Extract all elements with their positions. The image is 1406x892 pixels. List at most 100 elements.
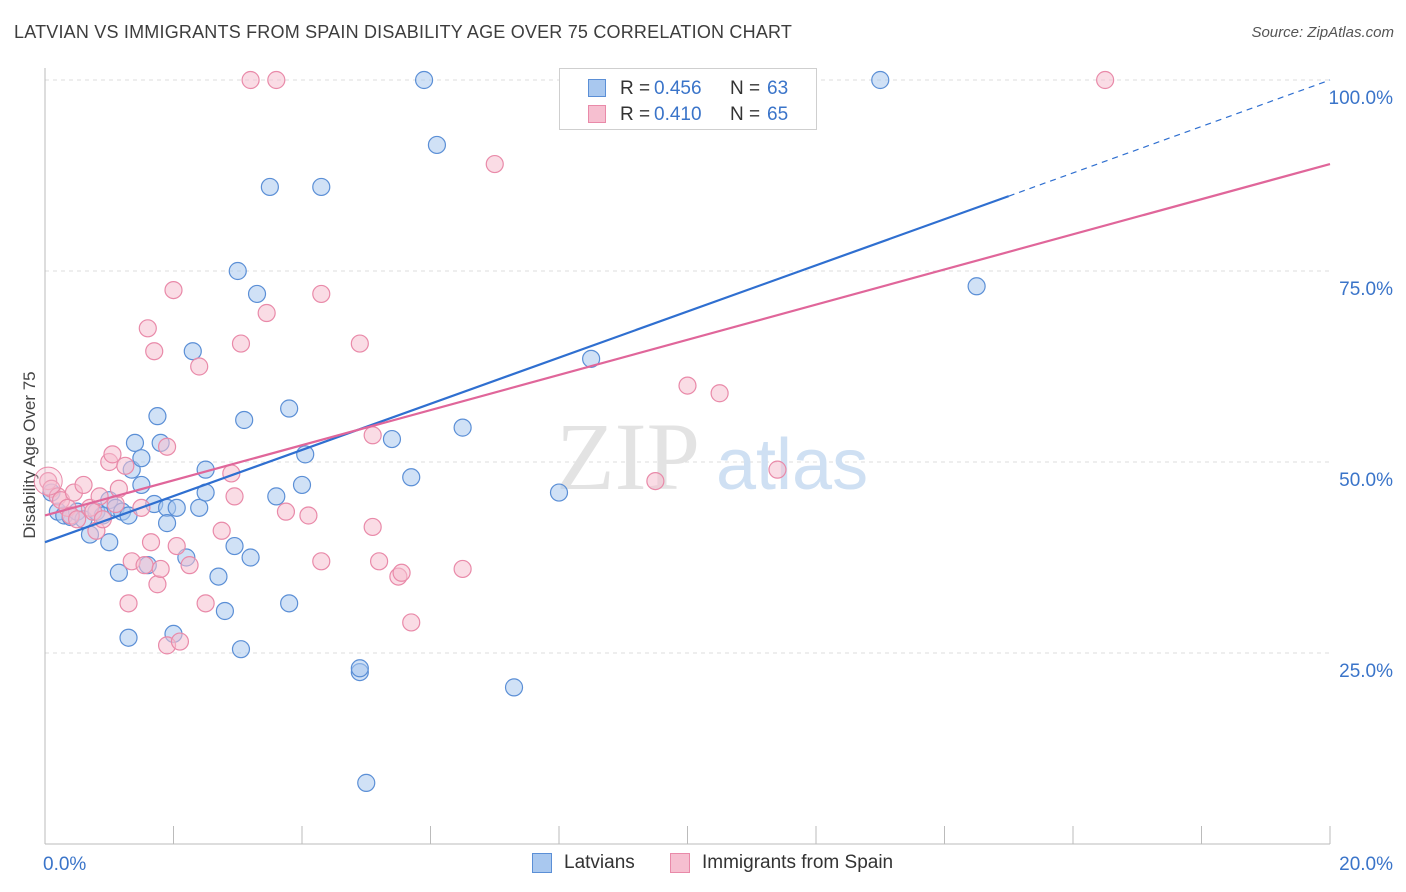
correlation-legend: R = 0.456 N = 63 R = 0.410 N = 65 bbox=[559, 68, 817, 130]
latvian-point bbox=[157, 514, 177, 533]
spain-point bbox=[453, 559, 472, 579]
spain-point bbox=[312, 552, 331, 571]
legend-label-spain: Immigrants from Spain bbox=[702, 852, 894, 873]
y-tick-label: 100.0% bbox=[1329, 88, 1394, 109]
tick-label-layer: 25.0% 50.0% 75.0% 100.0% 0.0% 20.0% bbox=[43, 88, 1393, 875]
spain-point bbox=[299, 506, 318, 525]
spain-point bbox=[768, 460, 787, 479]
spain-point bbox=[392, 563, 411, 582]
latvian-point bbox=[247, 284, 267, 304]
spain-point bbox=[68, 510, 87, 529]
spain-point bbox=[363, 426, 382, 445]
latvian-point bbox=[871, 70, 890, 90]
latvian-point bbox=[402, 468, 421, 487]
grid-layer bbox=[45, 79, 1330, 654]
legend-row-latvians: R = 0.456 N = 63 bbox=[560, 75, 816, 101]
latvian-trend-line bbox=[44, 195, 1010, 544]
latvian-point bbox=[100, 533, 119, 552]
latvian-point bbox=[350, 659, 369, 678]
watermark-atlas: atlas bbox=[716, 425, 868, 505]
latvian-point bbox=[215, 601, 234, 621]
latvian-point bbox=[382, 429, 402, 449]
latvian-point bbox=[504, 678, 524, 697]
spain-point bbox=[190, 357, 209, 376]
spain-point bbox=[225, 487, 244, 506]
latvian-point bbox=[231, 640, 251, 659]
spain-point bbox=[312, 284, 331, 304]
latvian-point bbox=[582, 349, 601, 368]
spain-point bbox=[196, 594, 215, 613]
spain-point bbox=[145, 342, 164, 361]
spain-point bbox=[710, 384, 729, 403]
spain-point bbox=[141, 533, 161, 552]
spain-point bbox=[267, 70, 286, 90]
x-tick-label: 0.0% bbox=[43, 854, 86, 875]
legend-n-label: N = bbox=[730, 104, 761, 125]
latvian-point bbox=[167, 498, 186, 517]
latvian-point bbox=[109, 563, 128, 582]
latvian-point bbox=[125, 433, 145, 452]
spain-point bbox=[257, 303, 276, 323]
chart-title: LATVIAN VS IMMIGRANTS FROM SPAIN DISABIL… bbox=[14, 22, 793, 42]
latvian-point bbox=[280, 399, 299, 418]
legend-label-latvians: Latvians bbox=[564, 852, 635, 873]
legend-r-label: R = bbox=[620, 78, 651, 99]
spain-point bbox=[370, 552, 389, 571]
spain-point bbox=[103, 445, 122, 464]
watermark-zip: ZIP bbox=[556, 403, 700, 510]
legend-n-label: N = bbox=[730, 78, 761, 99]
latvian-point bbox=[148, 407, 167, 426]
latvian-point bbox=[190, 498, 209, 517]
legend-r-value: 0.456 bbox=[654, 78, 702, 99]
legend-swatch-pink bbox=[670, 853, 690, 873]
spain-point bbox=[135, 556, 154, 575]
spain-point bbox=[157, 437, 177, 456]
spain-point bbox=[363, 517, 382, 537]
latvian-point bbox=[414, 70, 434, 90]
spain-point bbox=[276, 502, 296, 521]
spain-point bbox=[241, 70, 260, 90]
legend-r-label: R = bbox=[620, 104, 651, 125]
legend-swatch-blue bbox=[588, 79, 606, 97]
latvian-trend-extension bbox=[1008, 79, 1331, 197]
latvian-point bbox=[312, 177, 331, 197]
y-tick-label: 50.0% bbox=[1339, 470, 1393, 491]
latvian-point bbox=[967, 277, 986, 296]
latvian-point bbox=[453, 418, 472, 437]
spain-point bbox=[231, 334, 251, 353]
spain-point bbox=[402, 613, 421, 632]
source-credit: Source: ZipAtlas.com bbox=[1251, 24, 1394, 41]
spain-point bbox=[74, 475, 93, 495]
latvian-point bbox=[280, 594, 299, 613]
latvian-point bbox=[225, 536, 244, 556]
spain-point bbox=[138, 319, 157, 338]
latvian-point bbox=[209, 567, 228, 586]
latvian-point bbox=[228, 261, 247, 281]
latvian-point bbox=[119, 628, 138, 647]
x-tick-label: 20.0% bbox=[1339, 854, 1393, 875]
latvian-point bbox=[183, 342, 202, 361]
latvian-point bbox=[267, 487, 286, 506]
spain-point bbox=[151, 559, 170, 579]
spain-point bbox=[212, 521, 231, 540]
legend-swatch-pink bbox=[588, 105, 606, 123]
latvian-point bbox=[292, 475, 312, 495]
latvian-point bbox=[132, 449, 151, 468]
legend-n-value: 63 bbox=[767, 78, 789, 99]
spain-point bbox=[646, 472, 665, 491]
legend-n-value: 65 bbox=[767, 104, 789, 125]
latvian-point bbox=[357, 773, 376, 792]
latvian-point bbox=[427, 135, 447, 155]
spain-trend-line bbox=[44, 162, 1331, 517]
y-tick-label: 75.0% bbox=[1339, 279, 1393, 300]
latvian-point bbox=[235, 410, 254, 430]
spain-point bbox=[148, 575, 167, 594]
watermark: ZIP atlas bbox=[556, 403, 868, 510]
spain-point-cluster bbox=[33, 466, 63, 496]
spain-point bbox=[678, 376, 697, 395]
latvian-point bbox=[241, 548, 260, 567]
y-tick-label: 25.0% bbox=[1339, 661, 1393, 682]
legend-r-value: 0.410 bbox=[654, 104, 702, 125]
trend-layer bbox=[44, 79, 1331, 544]
